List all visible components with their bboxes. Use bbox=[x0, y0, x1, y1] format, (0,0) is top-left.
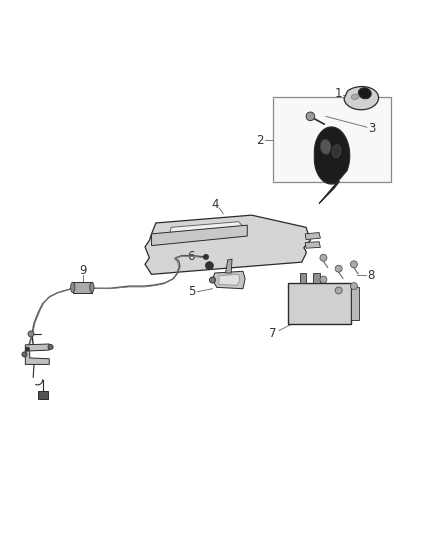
Polygon shape bbox=[344, 86, 378, 110]
Circle shape bbox=[25, 347, 30, 351]
Circle shape bbox=[209, 277, 215, 283]
Circle shape bbox=[320, 254, 327, 261]
Text: 6: 6 bbox=[187, 251, 195, 263]
Polygon shape bbox=[171, 228, 240, 243]
Text: 5: 5 bbox=[188, 285, 195, 298]
Circle shape bbox=[320, 276, 327, 283]
Text: 8: 8 bbox=[367, 269, 375, 282]
Circle shape bbox=[203, 254, 208, 260]
Ellipse shape bbox=[351, 94, 359, 100]
Polygon shape bbox=[314, 127, 350, 204]
Polygon shape bbox=[226, 259, 232, 273]
Polygon shape bbox=[169, 222, 243, 237]
Bar bbox=[351, 287, 359, 320]
Text: 7: 7 bbox=[269, 327, 276, 340]
Bar bbox=[300, 273, 307, 282]
Bar bbox=[313, 273, 320, 282]
Ellipse shape bbox=[320, 139, 331, 155]
Polygon shape bbox=[219, 274, 240, 285]
Polygon shape bbox=[305, 232, 321, 239]
Text: 1: 1 bbox=[335, 87, 343, 100]
Ellipse shape bbox=[71, 282, 75, 293]
Polygon shape bbox=[305, 241, 321, 248]
Circle shape bbox=[335, 265, 342, 272]
Text: 4: 4 bbox=[211, 198, 219, 211]
Polygon shape bbox=[212, 271, 245, 289]
Bar bbox=[73, 282, 92, 293]
Ellipse shape bbox=[358, 88, 371, 99]
Circle shape bbox=[306, 112, 315, 120]
Circle shape bbox=[350, 261, 357, 268]
Circle shape bbox=[48, 344, 53, 350]
Polygon shape bbox=[145, 215, 311, 274]
Circle shape bbox=[335, 287, 342, 294]
Circle shape bbox=[350, 282, 357, 289]
Circle shape bbox=[22, 352, 27, 357]
Text: 2: 2 bbox=[256, 134, 264, 147]
Polygon shape bbox=[25, 344, 49, 365]
Circle shape bbox=[205, 262, 213, 270]
Text: 3: 3 bbox=[368, 122, 376, 135]
Bar bbox=[273, 97, 391, 182]
Ellipse shape bbox=[332, 144, 341, 158]
Text: 9: 9 bbox=[79, 264, 87, 277]
Ellipse shape bbox=[90, 282, 94, 293]
Bar bbox=[39, 391, 48, 399]
Bar bbox=[288, 282, 351, 324]
Circle shape bbox=[28, 331, 34, 337]
Polygon shape bbox=[152, 225, 247, 246]
